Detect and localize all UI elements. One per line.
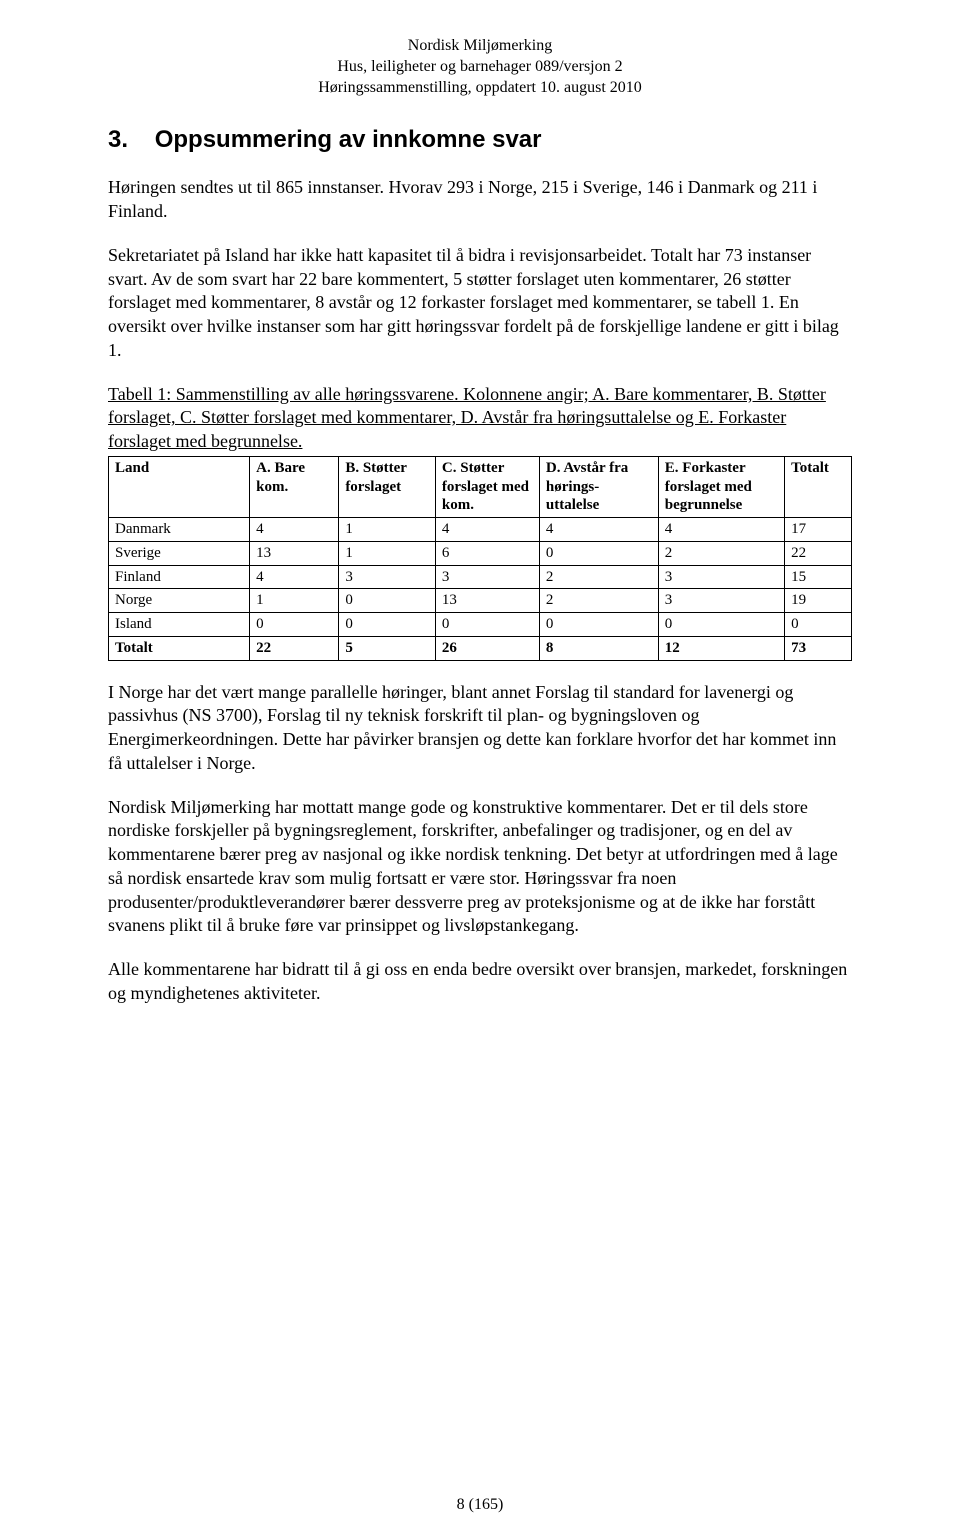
cell-e: 0: [658, 613, 784, 637]
paragraph-3: I Norge har det vært mange parallelle hø…: [108, 681, 852, 776]
cell-e: 4: [658, 518, 784, 542]
cell-land: Danmark: [109, 518, 250, 542]
cell-d: 0: [539, 613, 658, 637]
cell-e: 3: [658, 565, 784, 589]
cell-land: Finland: [109, 565, 250, 589]
table-row: Sverige 13 1 6 0 2 22: [109, 541, 852, 565]
table-row: Norge 1 0 13 2 3 19: [109, 589, 852, 613]
section-heading: 3. Oppsummering av innkomne svar: [108, 126, 852, 154]
cell-t: 73: [785, 636, 852, 660]
table-body: Danmark 4 1 4 4 4 17 Sverige 13 1 6 0 2 …: [109, 518, 852, 661]
cell-land: Totalt: [109, 636, 250, 660]
col-header-e: E. Forkaster forslaget med begrunnelse: [658, 456, 784, 517]
cell-e: 2: [658, 541, 784, 565]
cell-a: 4: [250, 565, 339, 589]
document-page: Nordisk Miljømerking Hus, leiligheter og…: [0, 0, 960, 1538]
cell-d: 0: [539, 541, 658, 565]
table-caption: Tabell 1: Sammenstilling av alle hørings…: [108, 383, 852, 454]
cell-t: 22: [785, 541, 852, 565]
cell-t: 17: [785, 518, 852, 542]
cell-land: Norge: [109, 589, 250, 613]
page-number: 8 (165): [0, 1496, 960, 1514]
cell-t: 15: [785, 565, 852, 589]
table-header-row: Land A. Bare kom. B. Støtter forslaget C…: [109, 456, 852, 517]
cell-c: 13: [435, 589, 539, 613]
cell-d: 4: [539, 518, 658, 542]
col-header-b: B. Støtter forslaget: [339, 456, 436, 517]
cell-a: 4: [250, 518, 339, 542]
cell-d: 8: [539, 636, 658, 660]
cell-b: 0: [339, 613, 436, 637]
col-header-a: A. Bare kom.: [250, 456, 339, 517]
paragraph-1: Høringen sendtes ut til 865 innstanser. …: [108, 176, 852, 224]
cell-c: 26: [435, 636, 539, 660]
cell-c: 4: [435, 518, 539, 542]
col-header-land: Land: [109, 456, 250, 517]
cell-e: 3: [658, 589, 784, 613]
cell-a: 13: [250, 541, 339, 565]
cell-b: 1: [339, 541, 436, 565]
cell-c: 0: [435, 613, 539, 637]
cell-e: 12: [658, 636, 784, 660]
col-header-c: C. Støtter forslaget med kom.: [435, 456, 539, 517]
paragraph-5: Alle kommentarene har bidratt til å gi o…: [108, 958, 852, 1006]
responses-table: Land A. Bare kom. B. Støtter forslaget C…: [108, 456, 852, 661]
cell-b: 3: [339, 565, 436, 589]
cell-d: 2: [539, 589, 658, 613]
section-number: 3.: [108, 126, 128, 153]
cell-land: Island: [109, 613, 250, 637]
cell-c: 6: [435, 541, 539, 565]
cell-b: 1: [339, 518, 436, 542]
col-header-totalt: Totalt: [785, 456, 852, 517]
cell-t: 0: [785, 613, 852, 637]
paragraph-2: Sekretariatet på Island har ikke hatt ka…: [108, 244, 852, 363]
header-line-1: Nordisk Miljømerking: [108, 36, 852, 57]
table-row: Island 0 0 0 0 0 0: [109, 613, 852, 637]
table-totals-row: Totalt 22 5 26 8 12 73: [109, 636, 852, 660]
table-caption-text: Tabell 1: Sammenstilling av alle hørings…: [108, 384, 826, 452]
cell-a: 1: [250, 589, 339, 613]
cell-b: 5: [339, 636, 436, 660]
header-line-2: Hus, leiligheter og barnehager 089/versj…: [108, 57, 852, 78]
cell-a: 22: [250, 636, 339, 660]
table-row: Finland 4 3 3 2 3 15: [109, 565, 852, 589]
header-line-3: Høringssammenstilling, oppdatert 10. aug…: [108, 78, 852, 99]
page-header: Nordisk Miljømerking Hus, leiligheter og…: [108, 36, 852, 98]
cell-a: 0: [250, 613, 339, 637]
cell-land: Sverige: [109, 541, 250, 565]
cell-d: 2: [539, 565, 658, 589]
table-row: Danmark 4 1 4 4 4 17: [109, 518, 852, 542]
col-header-d: D. Avstår fra hørings-uttalelse: [539, 456, 658, 517]
cell-t: 19: [785, 589, 852, 613]
cell-c: 3: [435, 565, 539, 589]
section-title-text: Oppsummering av innkomne svar: [155, 126, 542, 153]
cell-b: 0: [339, 589, 436, 613]
paragraph-4: Nordisk Miljømerking har mottatt mange g…: [108, 796, 852, 939]
